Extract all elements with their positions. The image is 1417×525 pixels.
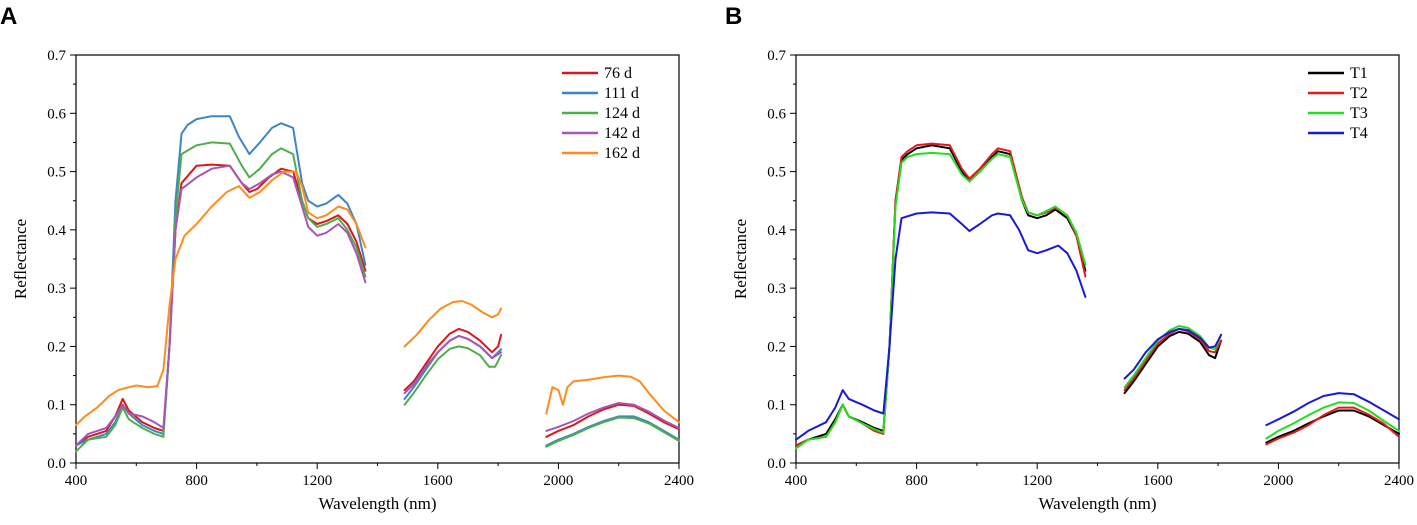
y-tick-label: 0.4	[47, 223, 66, 239]
series-line	[1265, 406, 1400, 446]
legend-label: 76 d	[604, 65, 632, 82]
legend-label: 142 d	[604, 125, 640, 142]
series-line	[545, 402, 680, 432]
y-tick-label: 0.3	[767, 281, 786, 297]
series-line	[75, 170, 367, 427]
y-tick-label: 0.0	[47, 456, 66, 472]
series-line	[545, 374, 680, 424]
x-axis-title: Wavelength (nm)	[1038, 494, 1156, 513]
series-line	[403, 334, 503, 395]
y-tick-label: 0.7	[767, 48, 786, 64]
panel-letter: B	[725, 3, 742, 30]
x-tick-label: 1200	[1022, 473, 1052, 489]
series-line	[75, 163, 367, 447]
series-162-d	[75, 170, 680, 427]
x-tick-label: 1200	[302, 473, 332, 489]
series-line	[1123, 327, 1223, 392]
y-tick-label: 0.2	[47, 339, 66, 355]
y-tick-label: 0.3	[47, 281, 66, 297]
chart-panel-a: A 0.0 0.1 0.2 0.3 0.4 0.5 0.6 0.7 400 800 1200 1600 2…	[0, 3, 694, 513]
series-142-d	[75, 164, 680, 447]
series-line	[545, 403, 680, 438]
series-t4	[795, 211, 1400, 441]
legend-label: 162 d	[604, 145, 640, 162]
legend-label: T2	[1350, 85, 1368, 102]
legend-label: T1	[1350, 65, 1368, 82]
x-tick-label: 2000	[543, 473, 573, 489]
y-tick-label: 0.0	[767, 456, 786, 472]
x-tick-label: 400	[65, 473, 88, 489]
y-tick-label: 0.4	[767, 223, 786, 239]
y-axis-title: Reflectance	[731, 219, 750, 299]
legend-label: T3	[1350, 105, 1368, 122]
series-line	[1123, 327, 1223, 380]
legend-label: 111 d	[604, 85, 639, 102]
x-axis-title: Wavelength (nm)	[318, 494, 436, 513]
x-tick-label: 1600	[423, 473, 453, 489]
y-tick-label: 0.5	[767, 165, 786, 181]
series-line	[1265, 392, 1400, 427]
series-line	[795, 144, 1087, 447]
y-tick-label: 0.6	[767, 106, 786, 122]
series-line	[403, 327, 503, 392]
series-line	[795, 151, 1087, 450]
chart-panel-b: B 0.0 0.1 0.2 0.3 0.4 0.5 0.6 0.7 400 800 1200 1600 2…	[725, 3, 1414, 513]
x-tick-label: 2400	[664, 473, 694, 489]
x-tick-label: 1600	[1143, 473, 1173, 489]
y-tick-label: 0.1	[767, 398, 786, 414]
series-line	[75, 141, 367, 453]
x-tick-label: 800	[905, 473, 928, 489]
legend-label: T4	[1350, 125, 1368, 142]
y-tick-label: 0.2	[767, 339, 786, 355]
y-tick-label: 0.7	[47, 48, 66, 64]
y-axis-title: Reflectance	[11, 219, 30, 299]
series-line	[795, 211, 1087, 441]
series-line	[545, 415, 680, 447]
series-line	[545, 416, 680, 448]
series-line	[1265, 401, 1400, 440]
legend: 76 d 111 d 124 d 142 d 162 d	[562, 65, 640, 162]
series-line	[1123, 330, 1223, 395]
series-line	[403, 345, 503, 406]
y-tick-label: 0.6	[47, 106, 66, 122]
x-tick-label: 400	[785, 473, 808, 489]
legend-label: 124 d	[604, 105, 640, 122]
legend: T1 T2 T3 T4	[1308, 65, 1368, 142]
x-tick-label: 2400	[1384, 473, 1414, 489]
x-tick-label: 2000	[1263, 473, 1293, 489]
series-line	[403, 300, 503, 348]
series-124-d	[75, 141, 680, 453]
series-line	[1265, 409, 1400, 444]
series-line	[403, 334, 503, 400]
x-tick-label: 800	[185, 473, 208, 489]
series-line	[75, 164, 367, 447]
y-tick-label: 0.1	[47, 398, 66, 414]
y-tick-label: 0.5	[47, 165, 66, 181]
panel-letter: A	[0, 3, 17, 30]
